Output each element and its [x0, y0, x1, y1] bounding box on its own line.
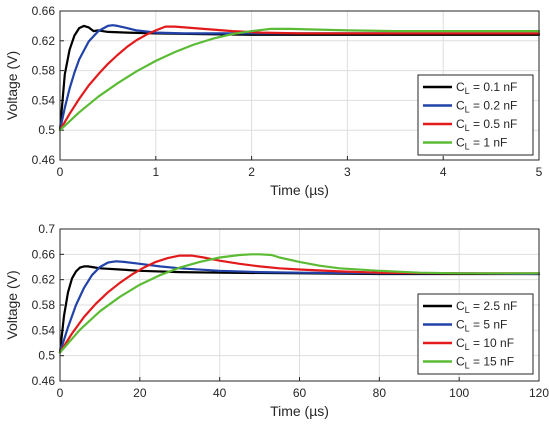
legend-label-rest: = 1 nF — [470, 136, 508, 150]
legend-label-sub: L — [465, 142, 470, 152]
legend-label-sub: L — [465, 305, 470, 315]
y-tick-label: 0.5 — [38, 123, 55, 137]
x-tick-label: 60 — [293, 386, 307, 400]
legend-label-main: C — [456, 355, 465, 369]
series-line-3 — [58, 25, 541, 132]
x-tick-label: 80 — [373, 386, 387, 400]
legend-label-main: C — [456, 117, 465, 131]
legend-label-sub: L — [465, 105, 470, 115]
y-tick-label: 0.7 — [38, 222, 55, 236]
legend-label-rest: = 0.1 nF — [470, 80, 518, 94]
y-tick-label: 0.46 — [32, 153, 56, 167]
x-tick-label: 2 — [248, 165, 255, 179]
x-tick-label: 4 — [440, 165, 447, 179]
legend-label: CL = 10 nF — [456, 336, 514, 352]
legend-label: CL = 15 nF — [456, 355, 514, 371]
x-tick-label: 120 — [529, 386, 549, 400]
y-tick-label: 0.66 — [32, 4, 56, 18]
series-line-4 — [58, 253, 541, 354]
chart-2: 0 20 40 60 80 100 120 0.46 0.5 0.54 0.58 0.62 0.66 0.… — [4, 222, 549, 419]
legend-label-main: C — [456, 299, 465, 313]
y-tick-label: 0.54 — [32, 323, 56, 337]
legend-label-sub: L — [465, 123, 470, 133]
x-tick-label: 0 — [57, 386, 64, 400]
legend-label: CL = 0.2 nF — [456, 99, 517, 115]
y-tick-label: 0.5 — [38, 349, 55, 363]
y-axis-label: Voltage (V) — [4, 51, 20, 120]
chart-1: 0 1 2 3 4 5 0.46 0.5 0.54 0.58 0.62 0.66 Time (µs) Vo… — [4, 4, 543, 198]
y-tick-label: 0.62 — [32, 273, 56, 287]
legend-label-rest: = 15 nF — [470, 355, 514, 369]
legend-label-main: C — [456, 336, 465, 350]
y-tick-label: 0.46 — [32, 374, 56, 388]
legend-label: CL = 5 nF — [456, 318, 507, 334]
legend-label-sub: L — [465, 361, 470, 371]
series-line-4 — [58, 27, 541, 132]
y-tick-label: 0.66 — [32, 247, 56, 261]
x-tick-label: 5 — [536, 165, 543, 179]
x-tick-label: 0 — [57, 165, 64, 179]
legend-label-rest: = 0.5 nF — [470, 117, 518, 131]
y-axis-label: Voltage (V) — [4, 270, 20, 339]
legend-label-rest: = 10 nF — [470, 336, 514, 350]
legend-label-sub: L — [465, 324, 470, 334]
series-line-2 — [58, 260, 541, 354]
y-tick-label: 0.62 — [32, 34, 56, 48]
y-tick-label: 0.58 — [32, 298, 56, 312]
legend-label: CL = 1 nF — [456, 136, 507, 152]
x-axis-label: Time (µs) — [270, 182, 329, 198]
series-line-3 — [58, 254, 541, 354]
x-tick-label: 40 — [213, 386, 227, 400]
legend-label-sub: L — [465, 342, 470, 352]
legend-label-sub: L — [465, 86, 470, 96]
series-line-2 — [58, 24, 541, 132]
legend-label-main: C — [456, 99, 465, 113]
legend-label-main: C — [456, 136, 465, 150]
legend-label-rest: = 0.2 nF — [470, 99, 518, 113]
legend-label: CL = 2.5 nF — [456, 299, 517, 315]
y-tick-label: 0.54 — [32, 93, 56, 107]
x-tick-label: 20 — [133, 386, 147, 400]
legend-label-main: C — [456, 318, 465, 332]
x-tick-label: 100 — [449, 386, 469, 400]
y-tick-label: 0.58 — [32, 64, 56, 78]
legend-label: CL = 0.5 nF — [456, 117, 517, 133]
x-tick-label: 3 — [344, 165, 351, 179]
legend-label: CL = 0.1 nF — [456, 80, 517, 96]
x-axis-label: Time (µs) — [270, 403, 329, 419]
x-tick-label: 1 — [152, 165, 159, 179]
legend-label-rest: = 5 nF — [470, 318, 508, 332]
plot-frame — [59, 10, 540, 161]
legend-label-main: C — [456, 80, 465, 94]
plot-frame — [59, 228, 540, 382]
legend-label-rest: = 2.5 nF — [470, 299, 518, 313]
